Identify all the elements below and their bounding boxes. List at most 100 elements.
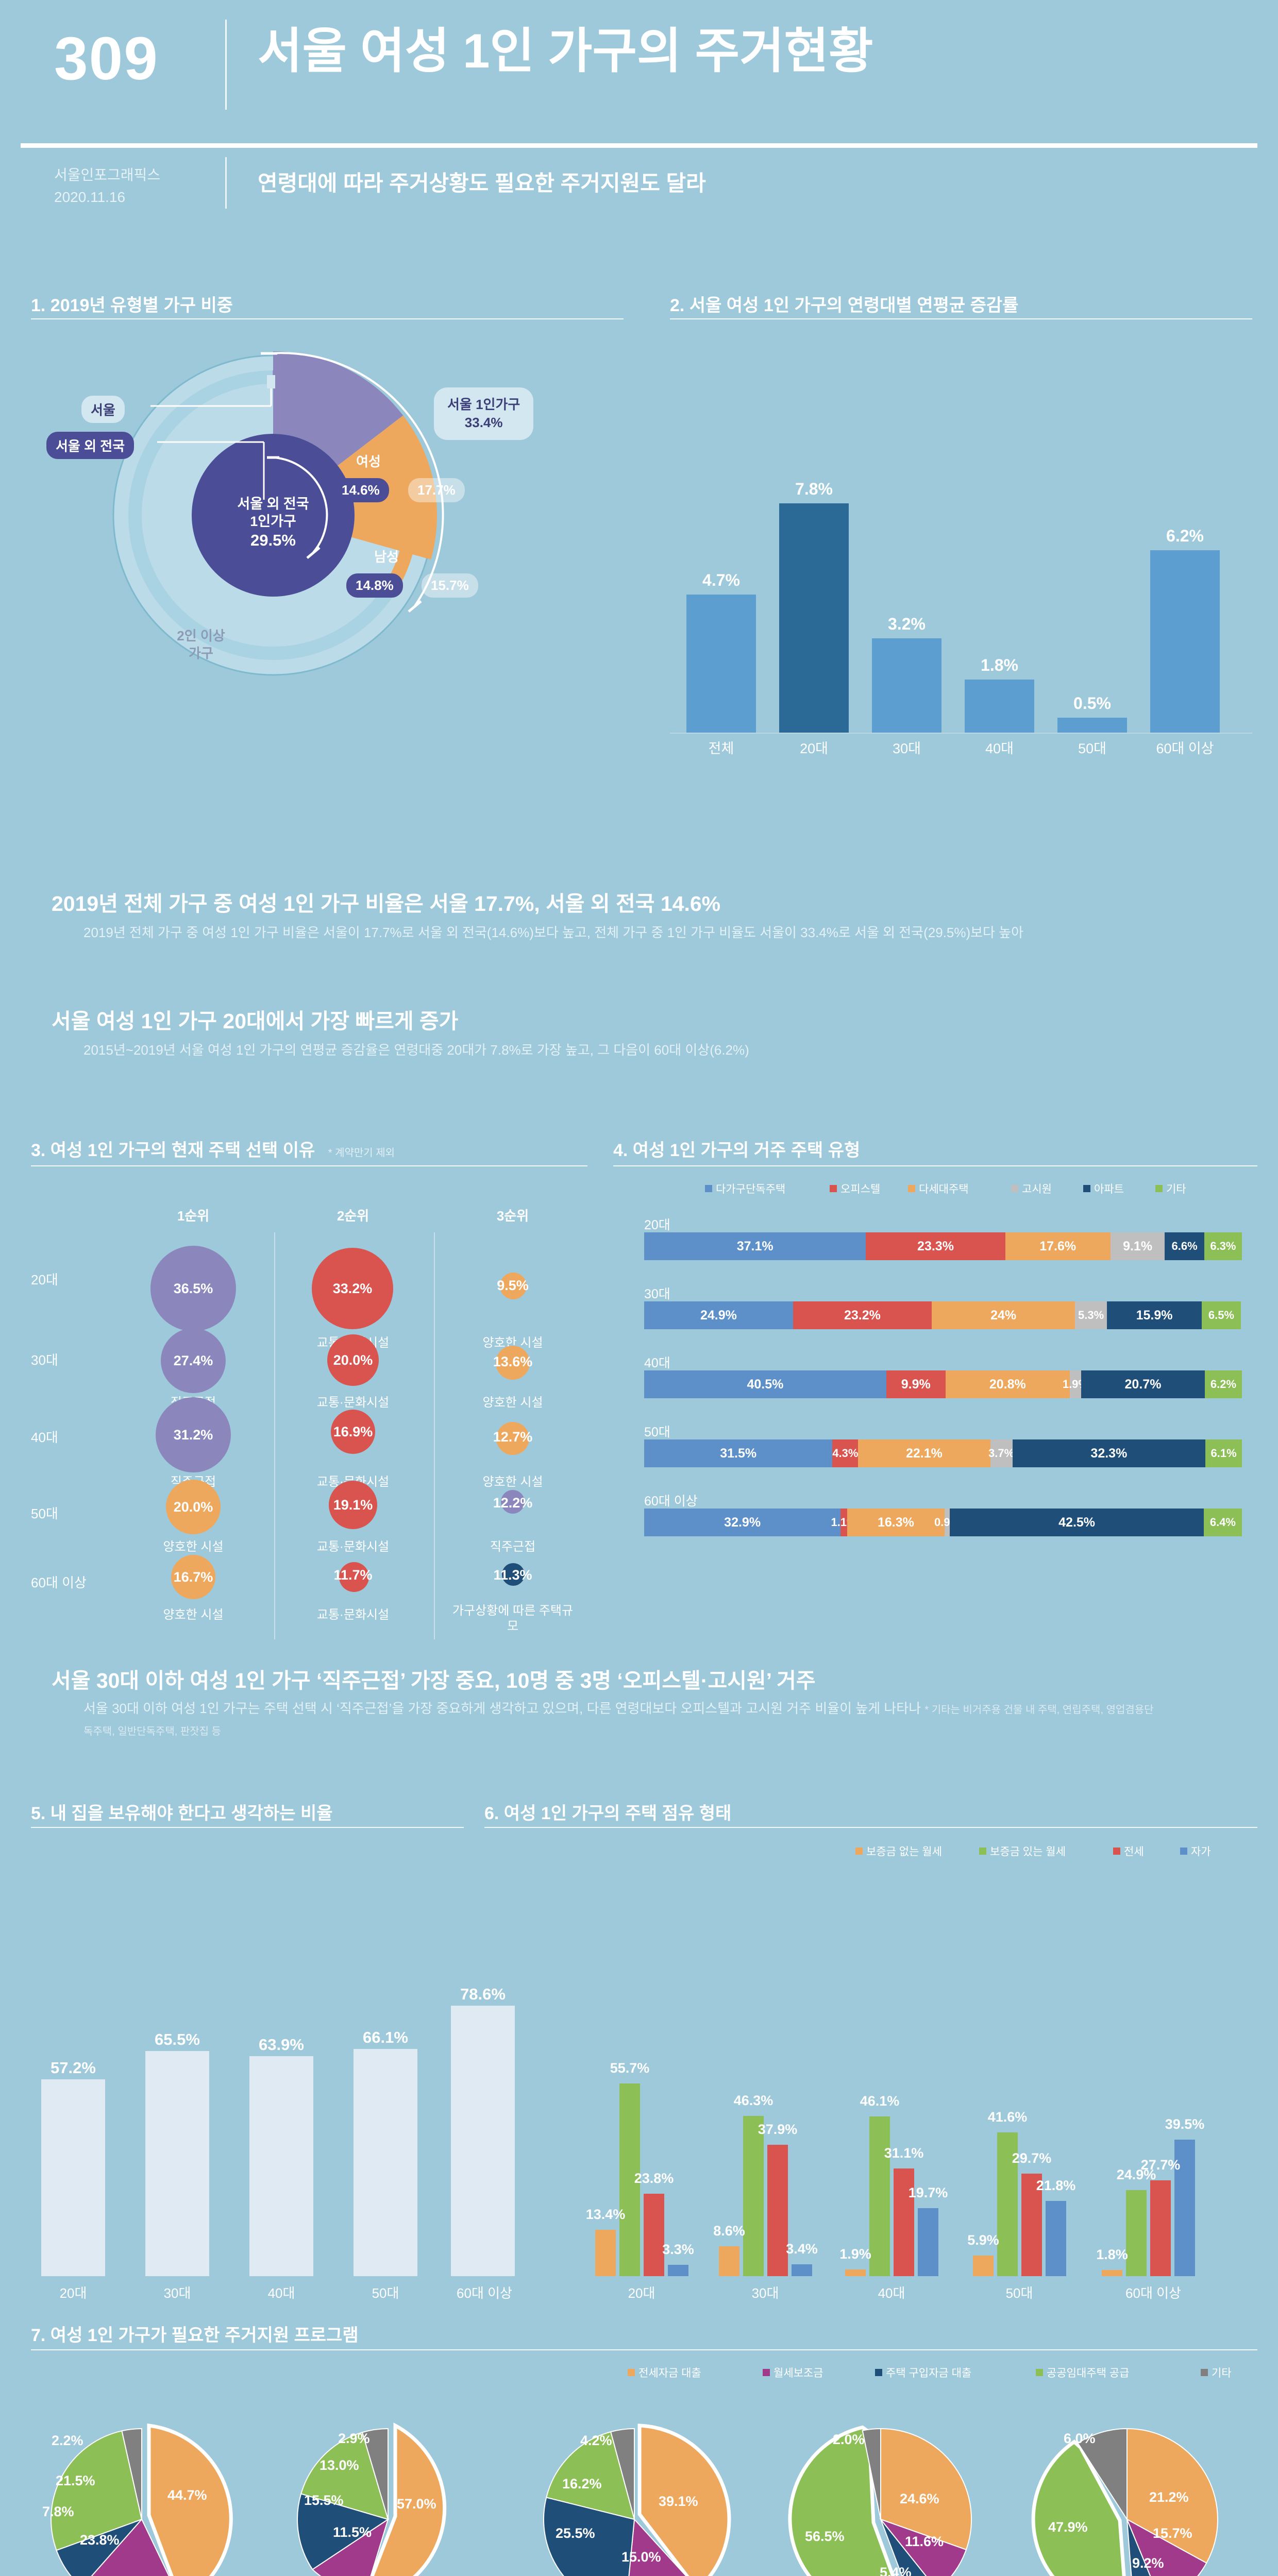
legend-7-4: 기타 bbox=[1201, 2365, 1232, 2380]
pie-group-50대: 24.6% 11.6% 5.4% 56.5% 2.0% 50대 bbox=[770, 2401, 991, 2576]
seg-3-2: 22.1% bbox=[858, 1439, 990, 1467]
bubble-cap-4-1: 교통·문화시설 bbox=[316, 1608, 390, 1622]
seg-4-2: 16.3% bbox=[847, 1509, 945, 1536]
section-4-rule bbox=[613, 1165, 1257, 1166]
bubble-1-0: 27.4% bbox=[161, 1328, 226, 1393]
donut-label-two-plus: 2인 이상 가구 bbox=[177, 628, 225, 661]
pie-label-4-1: 15.7% bbox=[1153, 2526, 1192, 2541]
chart-household-type-donut: 서울 서울 외 전국 서울 1인가구 33.4% 여성 14.6% 17.7% … bbox=[31, 330, 629, 690]
own-cat-0: 20대 bbox=[59, 2285, 87, 2301]
occ-bar-3-0 bbox=[973, 2256, 994, 2276]
occ-val-4-1: 24.9% bbox=[1116, 2167, 1156, 2182]
section-5-title: 5. 내 집을 보유해야 한다고 생각하는 비율 bbox=[31, 1804, 333, 1823]
donut-value-male-seoul: 15.7% bbox=[422, 573, 478, 598]
seg-0-4: 6.6% bbox=[1165, 1232, 1204, 1260]
own-bar-2 bbox=[249, 2056, 313, 2276]
source-name: 서울인포그래픽스 bbox=[54, 167, 161, 183]
occ-val-0-3: 3.3% bbox=[662, 2242, 694, 2257]
chart-residence-housing-type: 다가구단독주택 오피스텔 다세대주택 고시원 아파트 기타 20대 37.1% … bbox=[644, 1170, 1263, 1654]
section-3-title: 3. 여성 1인 가구의 현재 주택 선택 이유 * 계약만기 제외 bbox=[31, 1136, 395, 1161]
occ-val-4-3: 39.5% bbox=[1165, 2116, 1205, 2132]
pie-group-60대이상: 21.2% 15.7% 9.2% 47.9% 6.0% 60대 이상 bbox=[1016, 2401, 1238, 2576]
bubble-cap-3-1: 교통·문화시설 bbox=[316, 1540, 390, 1554]
legend-swatch-icon bbox=[855, 1848, 863, 1855]
header-rule bbox=[21, 143, 1257, 148]
bar-cat-1: 20대 bbox=[800, 741, 828, 756]
donut-label-female: 여성 bbox=[356, 454, 381, 469]
pie-label-0-2: 7.8% bbox=[42, 2504, 74, 2519]
pie-label-3-1: 11.6% bbox=[905, 2534, 944, 2549]
legend-7-3: 공공임대주택 공급 bbox=[1036, 2365, 1129, 2380]
seg-1-1: 23.2% bbox=[793, 1301, 932, 1329]
bar-cat-2: 30대 bbox=[893, 741, 921, 756]
seg-0-2: 17.6% bbox=[1005, 1232, 1111, 1260]
seg-3-0: 31.5% bbox=[644, 1439, 833, 1467]
seg-4-3: 0.9% bbox=[934, 1509, 960, 1536]
bar-40대 bbox=[965, 680, 1034, 733]
pie-label-2-4: 4.2% bbox=[580, 2433, 612, 2448]
pie-label-0-3: 21.5% bbox=[56, 2473, 95, 2488]
bubble-1-2 bbox=[496, 1346, 530, 1380]
donut-center-value: 29.5% bbox=[250, 531, 296, 549]
occ-val-1-0: 8.6% bbox=[713, 2223, 745, 2239]
seg-3-4: 32.3% bbox=[1012, 1439, 1206, 1467]
occ-bar-0-3 bbox=[668, 2265, 688, 2276]
bar-20대 bbox=[779, 503, 849, 733]
pie-label-4-2: 9.2% bbox=[1132, 2555, 1164, 2571]
legend-swatch-icon bbox=[830, 1185, 837, 1192]
bubble-val-2-2: 12.7% bbox=[493, 1429, 533, 1445]
pie-label-1-3: 13.0% bbox=[320, 2458, 359, 2473]
seg-2-3: 1.9% bbox=[1063, 1370, 1088, 1398]
occ-val-1-3: 3.4% bbox=[786, 2241, 818, 2257]
pie-label-3-3: 56.5% bbox=[805, 2529, 845, 2544]
section-7-title: 7. 여성 1인 가구가 필요한 주거지원 프로그램 bbox=[31, 2326, 359, 2345]
seg-1-2: 24% bbox=[931, 1301, 1075, 1329]
chart-occupancy-type: 13.4% 55.7% 23.8% 3.3% 20대 8.6% 46.3% 37… bbox=[484, 1896, 1257, 2303]
occ-bar-1-1 bbox=[743, 2116, 764, 2276]
occ-val-4-0: 1.8% bbox=[1096, 2247, 1128, 2262]
bar-60대이상 bbox=[1150, 550, 1220, 733]
occ-bar-3-3 bbox=[1046, 2201, 1066, 2276]
stack-row-label-3: 50대 bbox=[644, 1425, 670, 1439]
row-label-0: 20대 bbox=[31, 1272, 58, 1287]
section-3-label: 3. 여성 1인 가구의 현재 주택 선택 이유 bbox=[31, 1141, 315, 1160]
occ-cat-0: 20대 bbox=[628, 2285, 655, 2301]
own-val-2: 63.9% bbox=[259, 2036, 304, 2054]
occ-val-0-0: 13.4% bbox=[585, 2207, 626, 2222]
legend-swatch-icon bbox=[763, 2369, 770, 2376]
bar-30대 bbox=[872, 638, 941, 733]
pie-svg-4 bbox=[1031, 2428, 1218, 2576]
occ-bar-0-2 bbox=[644, 2194, 664, 2276]
legend-7-2: 주택 구입자금 대출 bbox=[875, 2365, 971, 2380]
own-bar-3 bbox=[354, 2049, 417, 2276]
legend-4-0: 다가구단독주택 bbox=[705, 1181, 785, 1196]
donut-value-female-seoul: 17.7% bbox=[408, 478, 465, 502]
pie-label-3-4: 2.0% bbox=[833, 2432, 865, 2447]
issue-number: 309 bbox=[54, 25, 159, 93]
seg-0-5: 6.3% bbox=[1204, 1232, 1242, 1260]
occ-bar-4-1 bbox=[1126, 2190, 1147, 2276]
seg-2-2: 20.8% bbox=[945, 1370, 1070, 1398]
pie-svg-2 bbox=[543, 2424, 731, 2576]
legend-6-2: 전세 bbox=[1113, 1843, 1144, 1859]
occ-cat-1: 30대 bbox=[751, 2285, 779, 2301]
bubble-cap-3-0: 양호한 시설 bbox=[163, 1540, 224, 1554]
insight-1-head: 2019년 전체 가구 중 여성 1인 가구 비율은 서울 17.7%, 서울 … bbox=[52, 892, 721, 916]
pie-label-2-3: 16.2% bbox=[562, 2476, 602, 2492]
pie-svg-0 bbox=[51, 2424, 233, 2576]
page-subtitle: 연령대에 따라 주거상황도 필요한 주거지원도 달라 bbox=[258, 171, 706, 195]
stack-row-4: 32.9% 1.1% 16.3% 0.9% 42.5% 6.4% bbox=[644, 1509, 1242, 1536]
occ-bar-1-3 bbox=[792, 2264, 812, 2276]
pie-label-0-0: 44.7% bbox=[167, 2487, 207, 2503]
bar-value-5: 6.2% bbox=[1166, 527, 1204, 545]
legend-6-3: 자가 bbox=[1180, 1843, 1211, 1859]
bar-value-3: 1.8% bbox=[981, 656, 1018, 674]
bubble-4-2 bbox=[502, 1563, 525, 1586]
legend-swatch-icon bbox=[979, 1848, 986, 1855]
pie-label-4-4: 6.0% bbox=[1064, 2431, 1096, 2446]
occ-val-2-1: 46.1% bbox=[860, 2093, 900, 2109]
occ-val-0-1: 55.7% bbox=[610, 2060, 650, 2076]
row-label-2: 40대 bbox=[31, 1430, 58, 1445]
section-7-rule bbox=[31, 2349, 1257, 2350]
legend-swatch-icon bbox=[705, 1185, 712, 1192]
